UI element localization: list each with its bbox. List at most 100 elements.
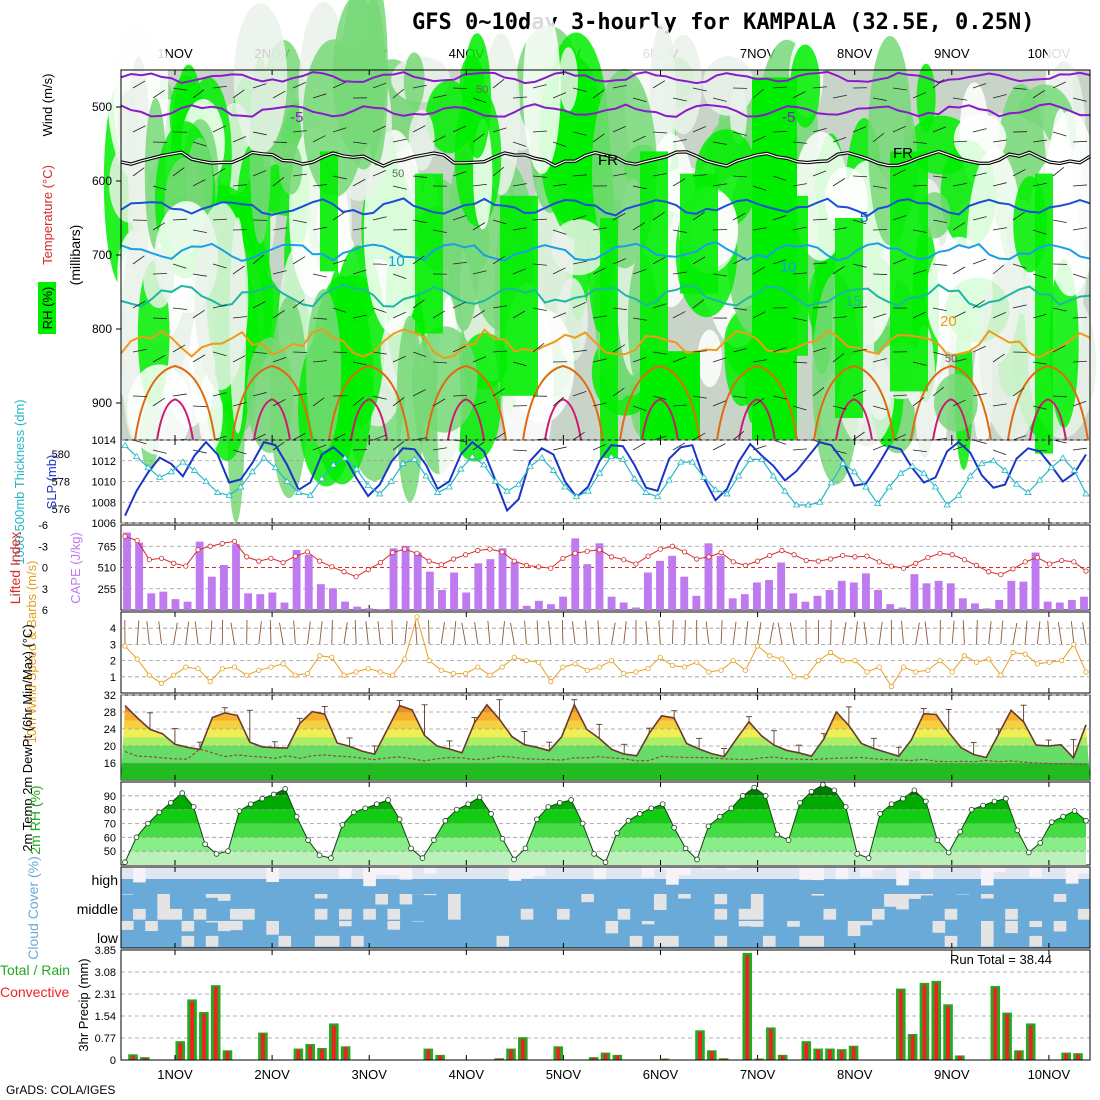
thickness-point: [572, 492, 581, 500]
wind-barb: [1070, 621, 1075, 645]
cape-bar: [983, 608, 992, 610]
precip-convective-bar: [828, 1049, 832, 1060]
cloud-gap: [884, 894, 897, 907]
cloud-gap: [1053, 921, 1067, 932]
wind-barb: [152, 317, 168, 320]
thickness-tick-label: 578: [52, 477, 70, 489]
wind-speed-point: [730, 657, 736, 664]
wind-barb: [272, 227, 287, 231]
wind-barb: [512, 227, 527, 231]
date-label-bottom: 9NOV: [934, 1067, 970, 1082]
wind-barb: [173, 622, 178, 645]
wind-barb: [332, 259, 347, 265]
thickness-point: [700, 473, 708, 480]
cloud-gap: [205, 894, 219, 898]
lifted-tick-label: 3: [42, 584, 48, 596]
wind-barb: [132, 125, 146, 133]
precip-convective-bar: [757, 1058, 761, 1060]
lifted-index-point: [377, 559, 384, 566]
wind-barb: [1012, 387, 1025, 397]
rh-point: [373, 801, 380, 807]
lifted-index-point: [317, 558, 323, 564]
lifted-index-point: [888, 563, 894, 569]
wind-barb: [372, 216, 387, 221]
cape-bar: [207, 576, 216, 610]
wind-barb: [852, 348, 867, 353]
lifted-index-point: [122, 533, 128, 539]
wind-barb: [532, 263, 547, 266]
wind-barb: [972, 299, 985, 309]
cape-bar: [510, 561, 519, 610]
rh-point: [522, 845, 529, 852]
lifted-index-point: [329, 564, 335, 570]
rh-tick-label: 90: [104, 791, 116, 803]
wind-tick-label: 2: [110, 656, 116, 668]
cloud-gap: [1029, 935, 1043, 947]
wind-barb: [592, 315, 607, 319]
wind-barb: [832, 265, 845, 275]
wind-barb: [232, 184, 247, 187]
cape-bar: [389, 548, 398, 610]
rh-point: [259, 795, 266, 802]
rh-point: [190, 804, 197, 810]
rh-moist-column: [640, 351, 700, 440]
lifted-index-point: [852, 554, 858, 560]
wind-barb: [592, 89, 605, 99]
temp-axis-label: 2m Temp 2m DewPt (6hr Min/Max) (°C): [20, 624, 35, 851]
wind-barb: [192, 179, 206, 187]
wind-speed-point: [560, 664, 566, 670]
footer-credit: GrADS: COLA/IGES: [6, 1083, 116, 1097]
rh-patch: [246, 337, 294, 454]
lifted-index-point: [171, 560, 177, 566]
precip-convective-bar: [509, 1049, 513, 1060]
cape-bar: [777, 562, 786, 610]
wind-barb: [572, 260, 587, 265]
rh-point: [591, 851, 597, 857]
cape-bar: [522, 605, 531, 610]
wind-barb: [705, 621, 710, 645]
wind-barb: [972, 216, 987, 221]
wind-barb: [192, 354, 206, 363]
wind-barb: [777, 622, 783, 645]
rh-patch: [194, 202, 249, 391]
wind-barb: [892, 434, 907, 441]
contour-label: 50: [476, 84, 488, 96]
wind-barb: [1072, 227, 1087, 231]
cloud-gap: [1053, 894, 1067, 902]
precip-convective-bar: [946, 1006, 950, 1060]
cape-bar: [1007, 580, 1016, 610]
rh-point: [453, 806, 460, 813]
precip-convective-bar: [662, 1058, 667, 1060]
wind-barb: [901, 620, 904, 645]
cape-bar: [971, 603, 979, 610]
rh-point: [602, 859, 609, 866]
wind-barb: [392, 355, 406, 363]
contour-label: -5: [290, 109, 303, 126]
wind-speed-point: [694, 659, 700, 665]
wind-barb: [352, 396, 365, 407]
wind-barb: [912, 184, 928, 187]
wind-barb: [312, 444, 327, 451]
wind-speed-point: [317, 653, 323, 659]
wind-barb: [692, 87, 707, 92]
wind-barb: [872, 185, 887, 189]
wind-barb: [1012, 622, 1018, 645]
rh-patch: [925, 236, 993, 355]
wind-barb: [652, 395, 667, 400]
wind-barb: [548, 620, 552, 645]
cloud-gap: [520, 908, 534, 920]
thickness-point: [781, 487, 789, 494]
wind-barb: [752, 227, 767, 231]
rh-point: [316, 852, 323, 859]
cloud-gap: [326, 935, 340, 947]
rh-point: [488, 811, 494, 817]
wind-barb: [572, 131, 587, 136]
lifted-index-point: [937, 550, 943, 556]
cloud-gap: [617, 908, 631, 920]
precip-convective-bar: [957, 1056, 962, 1060]
wind-barb: [672, 178, 686, 187]
wind-barb: [732, 430, 745, 441]
wind-barb: [232, 136, 247, 143]
wind-barb: [552, 267, 566, 275]
precip-tick-label: 0: [110, 1055, 116, 1067]
